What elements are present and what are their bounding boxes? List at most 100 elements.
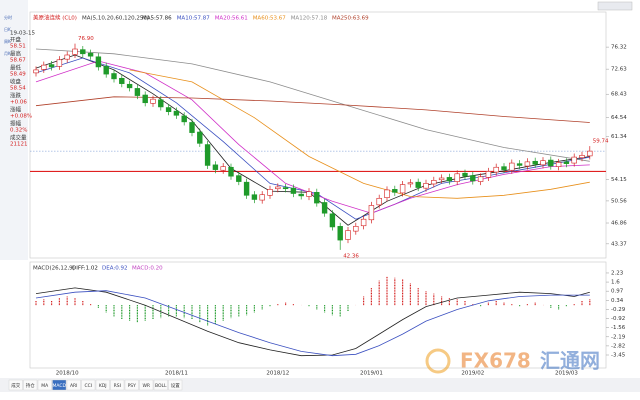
candle-body bbox=[220, 166, 226, 171]
legend-entry: MACD:0.20 bbox=[132, 266, 163, 272]
candle-body bbox=[345, 230, 351, 240]
legend-entry: MA60:53.67 bbox=[253, 16, 287, 22]
toolbar-label[interactable]: CCI bbox=[84, 383, 92, 389]
toolbar-button[interactable] bbox=[153, 379, 168, 391]
candle-body bbox=[275, 186, 281, 190]
side-tab[interactable]: 月K bbox=[4, 51, 11, 56]
candle-body bbox=[431, 180, 437, 185]
sidebar-value: 0.32% bbox=[10, 128, 27, 134]
candle-body bbox=[212, 164, 219, 170]
indicator-line bbox=[35, 290, 590, 357]
side-tab[interactable]: 周K bbox=[4, 38, 11, 44]
sidebar-value: 58.54 bbox=[10, 86, 26, 92]
watermark-brand: FX678 bbox=[460, 349, 531, 373]
toolbar-label[interactable]: MACD bbox=[53, 383, 67, 389]
y-tick-label: 61.34 bbox=[611, 134, 627, 140]
candle-body bbox=[48, 64, 55, 68]
y-tick-label: 2.23 bbox=[611, 270, 624, 276]
toolbar-button[interactable] bbox=[52, 379, 67, 391]
candle-body bbox=[243, 181, 250, 196]
candle-body bbox=[360, 218, 367, 227]
toolbar-button[interactable] bbox=[37, 379, 52, 391]
candle-body bbox=[80, 49, 86, 55]
sidebar-label: 最高 bbox=[10, 50, 22, 58]
chart-title: 美原油连续 (CL0) bbox=[33, 14, 77, 22]
y-tick-label: -0.29 bbox=[611, 307, 626, 313]
toolbar-label[interactable]: 持仓 bbox=[26, 382, 35, 389]
indicator-line bbox=[35, 287, 590, 357]
candle-body bbox=[384, 189, 390, 198]
sidebar-value: 58.49 bbox=[10, 72, 26, 78]
candle-body bbox=[524, 161, 531, 167]
side-tab[interactable]: 分时 bbox=[4, 14, 12, 20]
toolbar-button[interactable] bbox=[23, 379, 38, 391]
indicator-line bbox=[35, 48, 590, 162]
side-tab[interactable]: 日K bbox=[4, 27, 11, 32]
sidebar-date: 19-03-15 bbox=[10, 31, 35, 37]
toolbar-button[interactable] bbox=[139, 379, 154, 391]
toolbar-button[interactable] bbox=[168, 379, 183, 391]
candle-body bbox=[399, 184, 406, 194]
candle-body bbox=[477, 176, 484, 182]
watermark-cn: 汇通网 bbox=[540, 349, 600, 373]
candle-body bbox=[189, 122, 195, 133]
legend-entry: MA5:57.86 bbox=[142, 16, 172, 22]
sidebar-value: 58.51 bbox=[10, 44, 26, 50]
indicator-line bbox=[35, 96, 590, 123]
candle-body bbox=[337, 226, 343, 241]
sidebar-value: 58.67 bbox=[10, 58, 26, 64]
y-tick-label: -2.19 bbox=[611, 334, 626, 340]
y-tick-label: 0.97 bbox=[611, 289, 624, 295]
y-tick-label: 46.86 bbox=[611, 221, 627, 227]
x-tick-label: 2018/10 bbox=[56, 371, 79, 377]
y-tick-label: 68.43 bbox=[611, 92, 627, 98]
candle-body bbox=[579, 155, 585, 158]
toolbar-label[interactable]: 设置 bbox=[171, 382, 180, 389]
candle-body bbox=[181, 115, 187, 123]
corner-box[interactable] bbox=[597, 1, 633, 11]
candle-body bbox=[532, 160, 538, 165]
toolbar-button[interactable] bbox=[66, 379, 81, 391]
toolbar-label[interactable]: MA bbox=[41, 383, 49, 389]
macd-panel bbox=[29, 261, 607, 369]
price-annotation: 76.90 bbox=[78, 36, 94, 42]
toolbar-button[interactable] bbox=[124, 379, 139, 391]
candle-body bbox=[165, 107, 172, 113]
toolbar-label[interactable]: WR bbox=[142, 383, 150, 389]
toolbar-button[interactable] bbox=[110, 379, 125, 391]
candle-body bbox=[251, 194, 258, 200]
candle-body bbox=[571, 156, 577, 164]
toolbar-label[interactable]: RSI bbox=[114, 383, 121, 389]
toolbar-label[interactable]: 成交 bbox=[11, 382, 20, 389]
candle-body bbox=[33, 69, 39, 74]
y-tick-label: 54.15 bbox=[611, 177, 627, 183]
sidebar-value: +0.06 bbox=[10, 100, 27, 106]
candle-body bbox=[72, 48, 78, 55]
candle-body bbox=[197, 131, 203, 144]
toolbar-button[interactable] bbox=[8, 379, 23, 391]
candle-body bbox=[540, 160, 546, 166]
toolbar-label[interactable]: PSY bbox=[128, 383, 137, 389]
legend-entry: MA120:57.18 bbox=[291, 16, 328, 22]
toolbar-label[interactable]: ARI bbox=[70, 383, 78, 389]
sidebar-bg bbox=[0, 0, 28, 260]
toolbar-button[interactable] bbox=[81, 379, 96, 391]
toolbar-label[interactable]: KDJ bbox=[99, 383, 107, 389]
candle-body bbox=[236, 175, 242, 182]
candle-body bbox=[41, 64, 47, 70]
candle-body bbox=[438, 177, 445, 181]
candle-body bbox=[126, 83, 133, 89]
x-tick-label: 2019/03 bbox=[555, 371, 578, 377]
toolbar-button[interactable] bbox=[95, 379, 110, 391]
candle-body bbox=[501, 166, 507, 170]
candle-body bbox=[548, 159, 554, 167]
candle-body bbox=[150, 98, 156, 104]
sidebar-label: 收盘 bbox=[10, 78, 22, 86]
candle-body bbox=[290, 187, 297, 194]
sidebar-label: 成交量 bbox=[10, 134, 27, 142]
x-tick-label: 2019/01 bbox=[360, 371, 383, 377]
legend-entry: DIFF:1.02 bbox=[72, 266, 98, 272]
toolbar-label[interactable]: BOLL bbox=[155, 383, 167, 389]
x-tick-label: 2018/12 bbox=[266, 371, 289, 377]
